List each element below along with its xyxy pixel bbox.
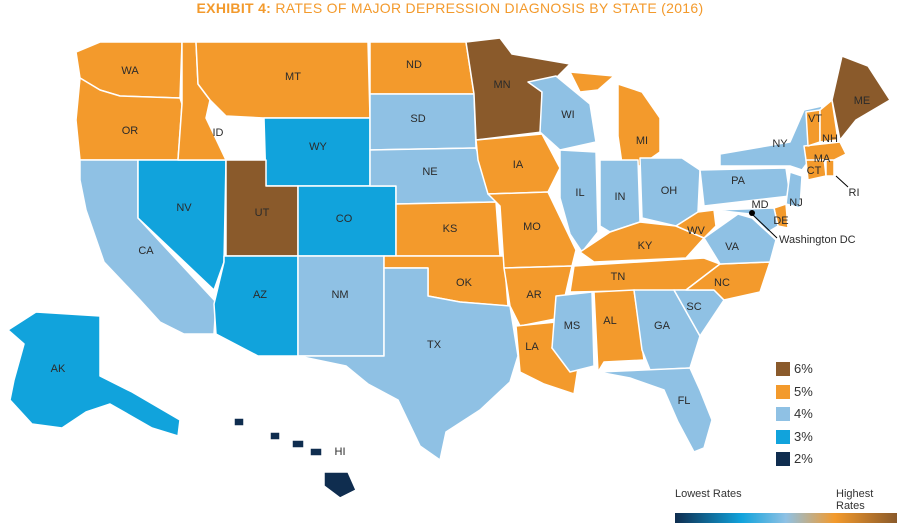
state-label-de: DE [773,215,788,227]
scale-low-label: Lowest Rates [675,488,742,500]
state-label-ct: CT [807,165,822,177]
state-label-or: OR [122,125,139,137]
state-label-id: ID [213,127,224,139]
state-nj [785,171,803,209]
state-label-ia: IA [513,159,524,171]
state-tx [297,267,519,461]
state-ak [7,311,181,437]
state-label-tn: TN [611,271,626,283]
state-label-ut: UT [255,207,270,219]
state-label-me: ME [854,95,871,107]
state-label-nj: NJ [789,197,802,209]
state-label-in: IN [615,191,626,203]
legend-swatch [776,407,790,421]
state-label-mn: MN [493,79,510,91]
legend-swatch [776,429,790,444]
dc-leader-line [751,213,778,239]
state-label-mt: MT [285,71,301,83]
state-label-ne: NE [422,166,437,178]
legend-label: 6% [794,361,813,376]
state-label-nv: NV [176,202,192,214]
state-label-pa: PA [731,175,746,187]
state-me [831,55,891,141]
chart-title: EXHIBIT 4: RATES OF MAJOR DEPRESSION DIA… [0,0,900,16]
state-ma [803,141,847,161]
state-label-ny: NY [772,138,788,150]
state-hi [233,417,357,499]
legend-swatch [776,452,790,466]
legend-label: 4% [794,406,813,421]
state-label-ga: GA [654,320,671,332]
state-label-fl: FL [678,395,691,407]
state-md [713,207,779,233]
state-label-ma: MA [814,153,831,165]
state-nm [297,255,385,357]
state-label-co: CO [336,213,353,225]
title-text: RATES OF MAJOR DEPRESSION DIAGNOSIS BY S… [271,0,704,16]
state-label-vt: VT [808,113,822,125]
title-exhibit: EXHIBIT 4: [196,0,272,16]
state-label-ks: KS [443,223,458,235]
state-label-wy: WY [309,141,327,153]
state-label-ak: AK [51,363,66,375]
state-label-oh: OH [661,185,678,197]
state-label-nh: NH [822,133,838,145]
rate-gradient-bar [675,513,897,523]
state-label-md: MD [751,199,768,211]
state-ms [551,291,595,373]
state-wi [527,75,597,151]
state-label-il: IL [575,187,584,199]
state-label-nc: NC [714,277,730,289]
state-label-nd: ND [406,59,422,71]
ri-leader-line [835,175,849,188]
state-nd [369,41,475,95]
state-va [703,213,777,265]
state-mt [195,41,371,119]
state-label-ca: CA [138,245,154,257]
state-label-tx: TX [427,339,442,351]
legend-label: 3% [794,428,813,444]
state-label-al: AL [603,315,616,327]
state-label-az: AZ [253,289,267,301]
dc-callout-label: Washington DC [779,234,856,246]
state-fl [597,367,713,453]
state-label-mi: MI [636,135,648,147]
state-al [593,289,645,373]
legend-swatch [776,362,790,376]
state-label-hi: HI [335,446,346,458]
state-label-ky: KY [638,240,653,252]
state-label-sc: SC [686,301,701,313]
state-label-ms: MS [564,320,581,332]
state-pa [699,167,791,207]
state-label-nm: NM [331,289,348,301]
legend-label: 2% [794,451,813,466]
scale-high-label: Highest Rates [836,488,874,512]
state-wv [675,209,717,239]
state-label-wv: WV [687,225,705,237]
state-label-ok: OK [456,277,473,289]
dc-marker [749,210,755,216]
state-label-ri: RI [849,187,860,199]
state-az [213,255,299,357]
state-label-wi: WI [561,109,574,121]
state-label-ar: AR [526,289,541,301]
state-label-wa: WA [121,65,139,77]
state-label-va: VA [725,241,740,253]
state-label-la: LA [525,341,539,353]
state-label-mo: MO [523,221,541,233]
legend-swatch [776,384,790,399]
state-label-sd: SD [410,113,425,125]
legend-label: 5% [794,383,813,399]
